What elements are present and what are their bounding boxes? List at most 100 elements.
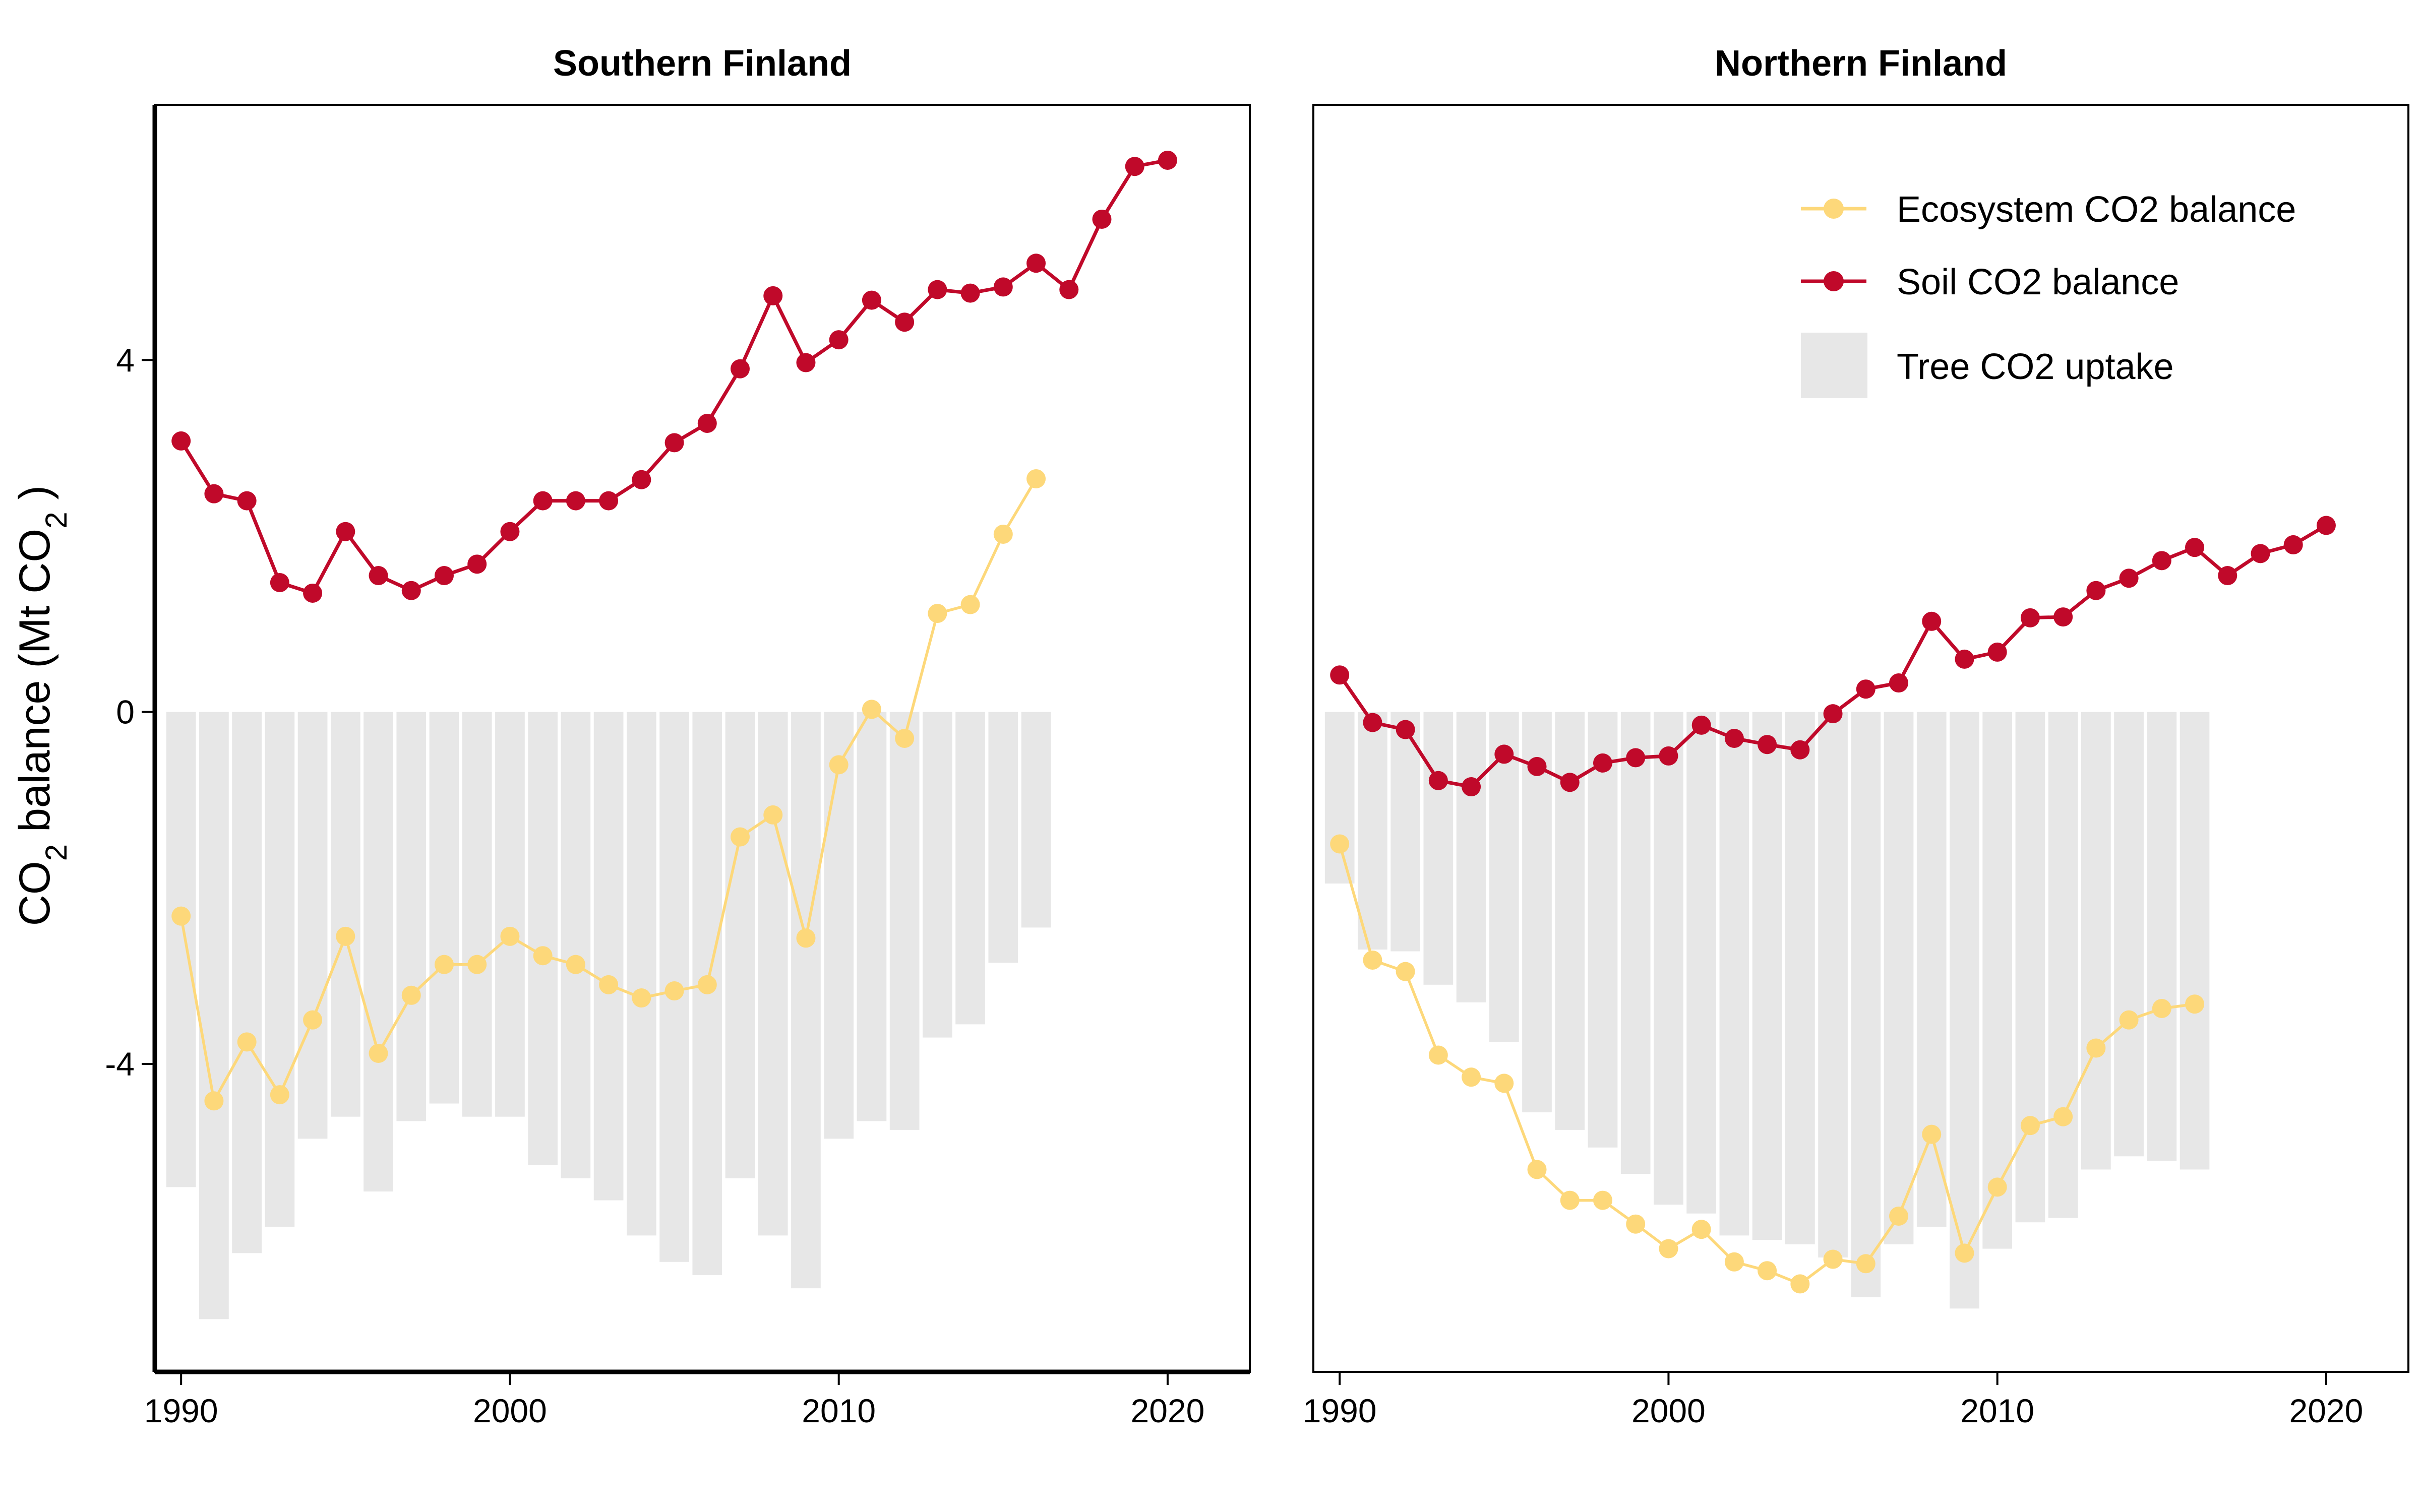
point-soil-northern-2000 xyxy=(1659,746,1678,766)
legend: Ecosystem CO2 balance Soil CO2 balance T… xyxy=(1801,190,2296,398)
point-soil-northern-2016 xyxy=(2185,538,2205,557)
point-soil-northern-1999 xyxy=(1626,748,1646,768)
point-ecosystem-southern-2006 xyxy=(697,975,717,994)
x-tick-label-northern-2010: 2010 xyxy=(1960,1392,2034,1429)
point-soil-southern-1991 xyxy=(204,484,224,503)
bar-tree-uptake-southern-2007 xyxy=(725,712,755,1178)
point-ecosystem-southern-2016 xyxy=(1026,469,1046,488)
point-ecosystem-southern-1990 xyxy=(171,906,191,926)
point-ecosystem-southern-1995 xyxy=(336,926,355,946)
point-soil-southern-2009 xyxy=(796,353,816,372)
bar-tree-uptake-northern-2010 xyxy=(1982,712,2013,1249)
point-soil-northern-2010 xyxy=(1987,642,2007,662)
point-ecosystem-southern-2014 xyxy=(960,595,980,614)
point-soil-southern-2019 xyxy=(1125,157,1144,176)
point-soil-southern-2004 xyxy=(632,470,651,489)
point-soil-northern-2012 xyxy=(2053,607,2073,627)
point-ecosystem-northern-2008 xyxy=(1922,1124,1942,1144)
point-ecosystem-southern-2008 xyxy=(763,805,783,825)
point-soil-southern-2013 xyxy=(928,280,947,299)
bar-tree-uptake-southern-2016 xyxy=(1021,712,1051,928)
point-ecosystem-southern-1994 xyxy=(303,1010,323,1030)
point-soil-southern-1999 xyxy=(467,554,487,574)
point-ecosystem-southern-2001 xyxy=(533,946,553,966)
point-soil-southern-1994 xyxy=(303,583,323,603)
point-soil-northern-1997 xyxy=(1560,773,1580,792)
point-soil-southern-2001 xyxy=(533,491,553,511)
bar-tree-uptake-southern-1993 xyxy=(265,712,295,1227)
panel-frame-northern xyxy=(1312,104,2409,1373)
y-axis-label: CO2 balance (Mt CO2 ) xyxy=(11,485,73,926)
bar-tree-uptake-southern-1997 xyxy=(396,712,427,1121)
bar-tree-uptake-northern-2004 xyxy=(1785,712,1815,1244)
point-soil-southern-2011 xyxy=(862,290,881,310)
bar-tree-uptake-southern-1991 xyxy=(199,712,229,1319)
point-ecosystem-southern-1992 xyxy=(237,1032,257,1052)
y-axis-label-sub: 2 xyxy=(39,844,73,861)
bar-tree-uptake-southern-1994 xyxy=(297,712,328,1139)
bar-tree-uptake-northern-2000 xyxy=(1654,712,1683,1205)
panel-title-northern: Northern Finland xyxy=(1715,43,2007,84)
point-soil-southern-1996 xyxy=(369,566,388,586)
y-tick-label-southern-0: 4 xyxy=(116,341,135,379)
point-soil-northern-2015 xyxy=(2152,551,2171,571)
bar-tree-uptake-northern-1993 xyxy=(1423,712,1454,985)
point-soil-southern-2003 xyxy=(599,491,619,511)
legend-item-ecosystem: Ecosystem CO2 balance xyxy=(1801,190,2296,230)
bar-tree-uptake-northern-2005 xyxy=(1818,712,1848,1258)
bar-tree-uptake-southern-1996 xyxy=(364,712,393,1192)
point-soil-southern-2017 xyxy=(1059,280,1079,299)
point-ecosystem-southern-2003 xyxy=(599,975,619,994)
point-ecosystem-northern-1996 xyxy=(1527,1160,1547,1179)
point-ecosystem-southern-2010 xyxy=(829,755,849,775)
bar-tree-uptake-southern-1999 xyxy=(462,712,492,1117)
point-soil-northern-1994 xyxy=(1462,777,1481,797)
point-soil-southern-2020 xyxy=(1158,150,1177,170)
line-soil-southern xyxy=(179,158,1168,595)
bar-group-northern xyxy=(1324,712,2210,1309)
point-ecosystem-southern-2004 xyxy=(632,988,651,1008)
bar-tree-uptake-northern-2002 xyxy=(1719,712,1749,1236)
bar-tree-uptake-northern-2008 xyxy=(1916,712,1947,1227)
point-soil-northern-2008 xyxy=(1922,611,1942,631)
legend-item-tree: Tree CO2 uptake xyxy=(1801,333,2174,398)
legend-swatch-ecosystem-point xyxy=(1824,199,1844,219)
bar-tree-uptake-southern-2011 xyxy=(857,712,887,1121)
point-ecosystem-northern-2005 xyxy=(1823,1249,1843,1269)
point-ecosystem-southern-2007 xyxy=(731,827,750,847)
x-tick-label-southern-2000: 2000 xyxy=(473,1392,547,1429)
point-soil-southern-1992 xyxy=(237,491,257,511)
point-soil-southern-2016 xyxy=(1026,254,1046,273)
x-tick-label-southern-2010: 2010 xyxy=(802,1392,876,1429)
point-soil-northern-2018 xyxy=(2251,544,2270,563)
point-soil-southern-2008 xyxy=(763,286,783,305)
bar-tree-uptake-southern-2001 xyxy=(528,712,558,1165)
legend-label-ecosystem: Ecosystem CO2 balance xyxy=(1897,190,2296,230)
bar-tree-uptake-northern-1995 xyxy=(1489,712,1519,1042)
point-soil-northern-2003 xyxy=(1758,735,1777,754)
bar-tree-uptake-northern-1991 xyxy=(1358,712,1387,950)
point-soil-southern-2007 xyxy=(731,359,750,379)
bar-tree-uptake-northern-2007 xyxy=(1884,712,1914,1244)
point-soil-southern-2005 xyxy=(664,433,684,453)
point-ecosystem-southern-1999 xyxy=(467,955,487,974)
bar-tree-uptake-southern-2015 xyxy=(988,712,1018,963)
point-ecosystem-northern-2001 xyxy=(1691,1220,1711,1239)
x-tick-label-southern-1990: 1990 xyxy=(144,1392,218,1429)
point-soil-southern-1998 xyxy=(434,566,454,586)
point-soil-southern-2002 xyxy=(566,491,585,511)
bar-tree-uptake-northern-2013 xyxy=(2081,712,2111,1170)
point-soil-southern-2014 xyxy=(960,283,980,303)
point-ecosystem-southern-1993 xyxy=(270,1085,289,1105)
panel-title-southern: Southern Finland xyxy=(553,43,852,84)
point-soil-northern-2019 xyxy=(2283,535,2303,554)
bar-tree-uptake-southern-2002 xyxy=(561,712,591,1178)
point-soil-northern-2002 xyxy=(1724,729,1744,748)
point-ecosystem-southern-2012 xyxy=(895,729,915,748)
point-ecosystem-northern-1993 xyxy=(1428,1045,1448,1065)
point-soil-northern-1995 xyxy=(1494,744,1514,764)
bar-tree-uptake-southern-2008 xyxy=(758,712,788,1236)
legend-item-soil: Soil CO2 balance xyxy=(1801,262,2179,302)
point-ecosystem-northern-2011 xyxy=(2020,1116,2040,1136)
